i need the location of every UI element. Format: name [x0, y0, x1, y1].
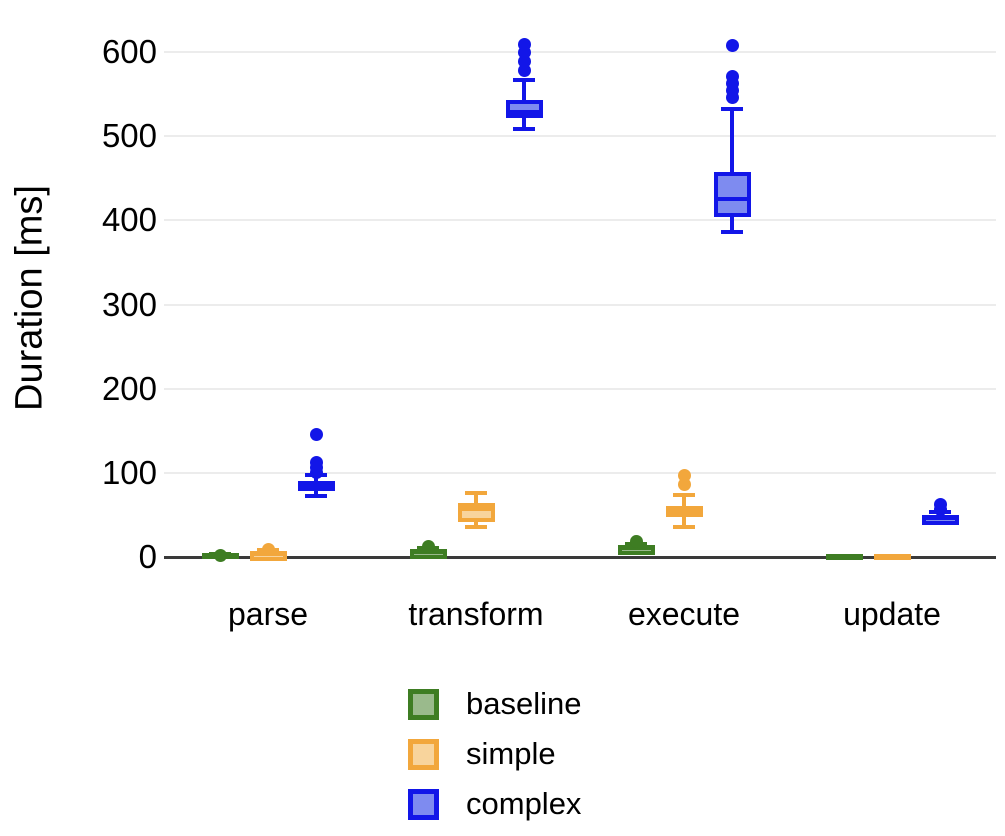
y-tick-label-600: 600: [101, 33, 157, 70]
outlier-complex-execute-3: [725, 69, 739, 83]
lower-cap-complex-transform: [513, 127, 535, 132]
legend-item-simple: simple: [408, 729, 581, 779]
legend-label-baseline: baseline: [466, 686, 582, 721]
upper-cap-simple-execute: [673, 492, 695, 497]
y-tick-label-100: 100: [101, 453, 157, 491]
lower-cap-simple-transform: [465, 524, 487, 529]
x-category-label-execute: execute: [627, 596, 741, 632]
lower-cap-complex-parse: [305, 494, 327, 499]
x-category-label-transform: transform: [408, 596, 544, 632]
lower-cap-simple-execute: [673, 524, 695, 529]
outlier-complex-transform-3: [517, 37, 531, 51]
outlier-simple-execute-1: [677, 468, 691, 482]
legend-item-baseline: baseline: [408, 679, 581, 729]
legend-swatch-complex-icon: [408, 788, 439, 820]
outlier-baseline-execute-0: [629, 534, 643, 548]
median-complex-parse: [297, 484, 335, 489]
outlier-complex-parse-3: [309, 427, 323, 441]
median-complex-transform: [505, 109, 543, 114]
box-simple-update: [873, 553, 911, 560]
legend-item-complex: complex: [408, 779, 581, 829]
box-complex-transform: [505, 99, 543, 119]
gridline-0: [164, 555, 996, 559]
box-baseline-update: [825, 553, 863, 560]
outlier-complex-update-1: [933, 498, 947, 512]
lower-cap-complex-execute: [721, 230, 743, 235]
y-tick-label-0: 0: [138, 538, 157, 575]
y-tick-label-400: 400: [101, 201, 157, 239]
gridline-200: [164, 387, 996, 390]
whisker-complex-execute: [730, 109, 734, 233]
outlier-complex-parse-2: [309, 456, 323, 470]
median-complex-update: [921, 516, 959, 521]
legend-label-simple: simple: [466, 736, 556, 771]
upper-cap-complex-execute: [721, 107, 743, 112]
legend: baseline simple complex: [408, 679, 581, 829]
y-tick-label-200: 200: [101, 369, 157, 407]
legend-swatch-baseline-icon: [408, 688, 439, 720]
outlier-baseline-transform-0: [421, 539, 435, 553]
outlier-simple-parse-0: [261, 542, 275, 556]
gridline-100: [164, 471, 996, 474]
x-category-label-update: update: [843, 596, 941, 632]
gridline-600: [164, 51, 996, 53]
outlier-baseline-parse-0: [213, 548, 227, 562]
median-baseline-execute: [617, 545, 655, 550]
outlier-complex-execute-4: [725, 38, 739, 52]
legend-label-complex: complex: [466, 786, 582, 821]
upper-cap-simple-transform: [465, 491, 487, 496]
legend-swatch-simple-icon: [408, 738, 439, 770]
y-tick-label-500: 500: [101, 117, 157, 155]
box-complex-execute: [713, 172, 751, 217]
gridline-500: [164, 135, 996, 138]
box-simple-transform: [457, 503, 495, 522]
upper-cap-complex-transform: [513, 77, 535, 82]
y-tick-label-300: 300: [101, 285, 157, 323]
median-complex-execute: [713, 197, 751, 202]
gridline-300: [164, 303, 996, 306]
median-simple-transform: [457, 507, 495, 512]
median-simple-execute: [665, 509, 703, 514]
x-category-label-parse: parse: [227, 596, 309, 632]
gridline-400: [164, 219, 996, 222]
